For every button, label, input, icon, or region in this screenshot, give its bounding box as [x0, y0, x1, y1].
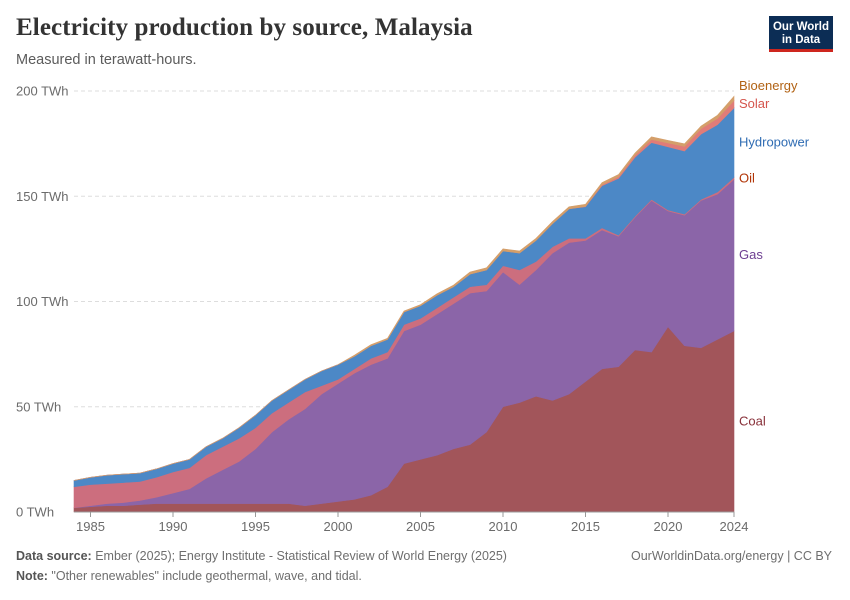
y-tick-label: 150 TWh: [16, 189, 69, 204]
data-source-text[interactable]: Ember (2025); Energy Institute - Statist…: [91, 549, 507, 563]
y-tick-label: 50 TWh: [16, 399, 61, 414]
y-tick-label: 0 TWh: [16, 505, 54, 520]
credit-link[interactable]: OurWorldinData.org/energy | CC BY: [630, 549, 832, 563]
x-tick-label: 2024: [720, 519, 749, 534]
x-tick-label: 2015: [571, 519, 600, 534]
series-label-gas: Gas: [739, 247, 763, 262]
y-tick-label: 200 TWh: [16, 84, 69, 99]
chart-note: Note: "Other renewables" include geother…: [16, 569, 362, 583]
series-label-coal: Coal: [739, 413, 766, 428]
note-label: Note:: [16, 569, 48, 583]
logo-line-2: in Data: [781, 33, 821, 46]
series-label-oil: Oil: [739, 170, 755, 185]
series-labels: Coal Gas Oil Hydropower Solar Bioenergy: [739, 78, 810, 428]
owid-logo[interactable]: Our World in Data: [769, 16, 833, 52]
chart-title: Electricity production by source, Malays…: [16, 14, 473, 41]
chart-subtitle: Measured in terawatt-hours.: [16, 52, 197, 68]
series-label-hydropower: Hydropower: [739, 135, 810, 150]
data-source-label: Data source:: [16, 549, 92, 563]
series-label-bioenergy: Bioenergy: [739, 78, 798, 93]
y-tick-label: 100 TWh: [16, 294, 69, 309]
area-bioenergy: [73, 95, 735, 481]
x-tick-label: 2020: [654, 519, 683, 534]
x-tick-label: 2010: [489, 519, 518, 534]
data-source: Data source: Ember (2025); Energy Instit…: [16, 549, 507, 563]
stacked-areas: [73, 95, 735, 513]
area-chart: 0 TWh 50 TWh 100 TWh 150 TWh 200 TWh 1985 1990…: [16, 78, 810, 535]
x-tick-label: 1985: [76, 519, 105, 534]
x-tick-label: 2000: [324, 519, 353, 534]
x-tick-label: 2005: [406, 519, 435, 534]
x-tick-label: 1990: [159, 519, 188, 534]
note-text: "Other renewables" include geothermal, w…: [47, 569, 362, 583]
axes: 0 TWh 50 TWh 100 TWh 150 TWh 200 TWh 1985 1990…: [16, 84, 748, 535]
x-tick-label: 1995: [241, 519, 270, 534]
series-label-solar: Solar: [739, 96, 770, 111]
logo-line-1: Our World: [772, 21, 829, 33]
